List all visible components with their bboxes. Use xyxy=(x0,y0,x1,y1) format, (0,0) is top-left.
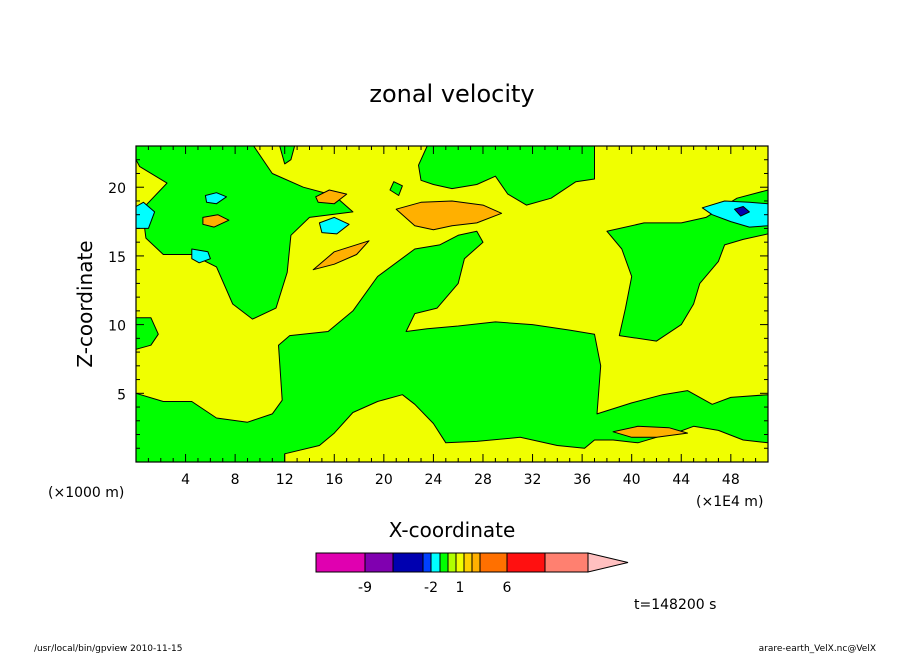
colorbar-segment xyxy=(447,552,457,573)
x-units-note: (×1E4 m) xyxy=(696,494,763,510)
contour-region-green xyxy=(418,145,595,206)
contour-region-orange xyxy=(395,200,503,231)
colorbar-label: -9 xyxy=(358,580,372,596)
contour-region-green xyxy=(606,189,769,342)
contour-region-cyan xyxy=(191,248,211,264)
colorbar-label: 1 xyxy=(456,580,465,596)
y-units-note: (×1000 m) xyxy=(48,485,124,501)
x-tick-label: 8 xyxy=(231,472,240,488)
x-tick-label: 36 xyxy=(573,472,591,488)
y-axis-label: Z-coordinate xyxy=(73,240,97,367)
footer-right: arare-earth_VelX.nc@VelX xyxy=(759,644,876,654)
colorbar-segment xyxy=(455,552,465,573)
colorbar-segment xyxy=(463,552,473,573)
y-tick-label: 20 xyxy=(108,181,126,197)
x-tick-label: 40 xyxy=(623,472,641,488)
contour-region-cyan xyxy=(204,192,227,205)
x-tick-label: 16 xyxy=(325,472,343,488)
plot-area xyxy=(135,145,769,463)
y-tick-label: 10 xyxy=(108,319,126,335)
contour-region-orange xyxy=(315,189,348,205)
colorbar-segment xyxy=(439,552,449,573)
colorbar-segment xyxy=(479,552,508,573)
x-tick-label: 48 xyxy=(722,472,740,488)
x-tick-label: 28 xyxy=(474,472,492,488)
x-tick-label: 24 xyxy=(424,472,442,488)
x-tick-label: 12 xyxy=(276,472,294,488)
contour-region-green xyxy=(135,145,354,320)
y-tick-label: 15 xyxy=(108,250,126,266)
colorbar-label: -2 xyxy=(424,580,438,596)
x-tick-label: 20 xyxy=(375,472,393,488)
colorbar-segment xyxy=(315,552,366,573)
contour-region-orange xyxy=(312,240,370,271)
colorbar-segment xyxy=(422,552,432,573)
contour-region-orange xyxy=(612,425,688,438)
colorbar-segment xyxy=(364,552,394,573)
colorbar-arrow xyxy=(587,552,629,573)
footer-left: /usr/local/bin/gpview 2010-11-15 xyxy=(34,644,182,654)
chart-title: zonal velocity xyxy=(369,80,534,108)
x-tick-label: 4 xyxy=(181,472,190,488)
colorbar: -9 -2 1 6 xyxy=(315,552,629,596)
plot-frame xyxy=(135,145,769,463)
contour-region-blue xyxy=(734,206,750,217)
colorbar-label: 6 xyxy=(503,580,512,596)
x-tick-label: 32 xyxy=(524,472,542,488)
colorbar-segment xyxy=(471,552,481,573)
y-tick-label: 5 xyxy=(117,387,126,403)
colorbar-segment xyxy=(430,552,441,573)
contour-region-orange xyxy=(202,214,230,228)
time-label: t=148200 s xyxy=(634,597,716,613)
contour-region-cyan xyxy=(318,216,350,235)
contour-region-green xyxy=(135,230,769,463)
colorbar-segment xyxy=(544,552,589,573)
colorbar-segment xyxy=(506,552,546,573)
x-tick-label: 44 xyxy=(672,472,690,488)
x-axis-label: X-coordinate xyxy=(389,518,516,542)
colorbar-segment xyxy=(392,552,424,573)
contour-region-green xyxy=(389,181,403,196)
